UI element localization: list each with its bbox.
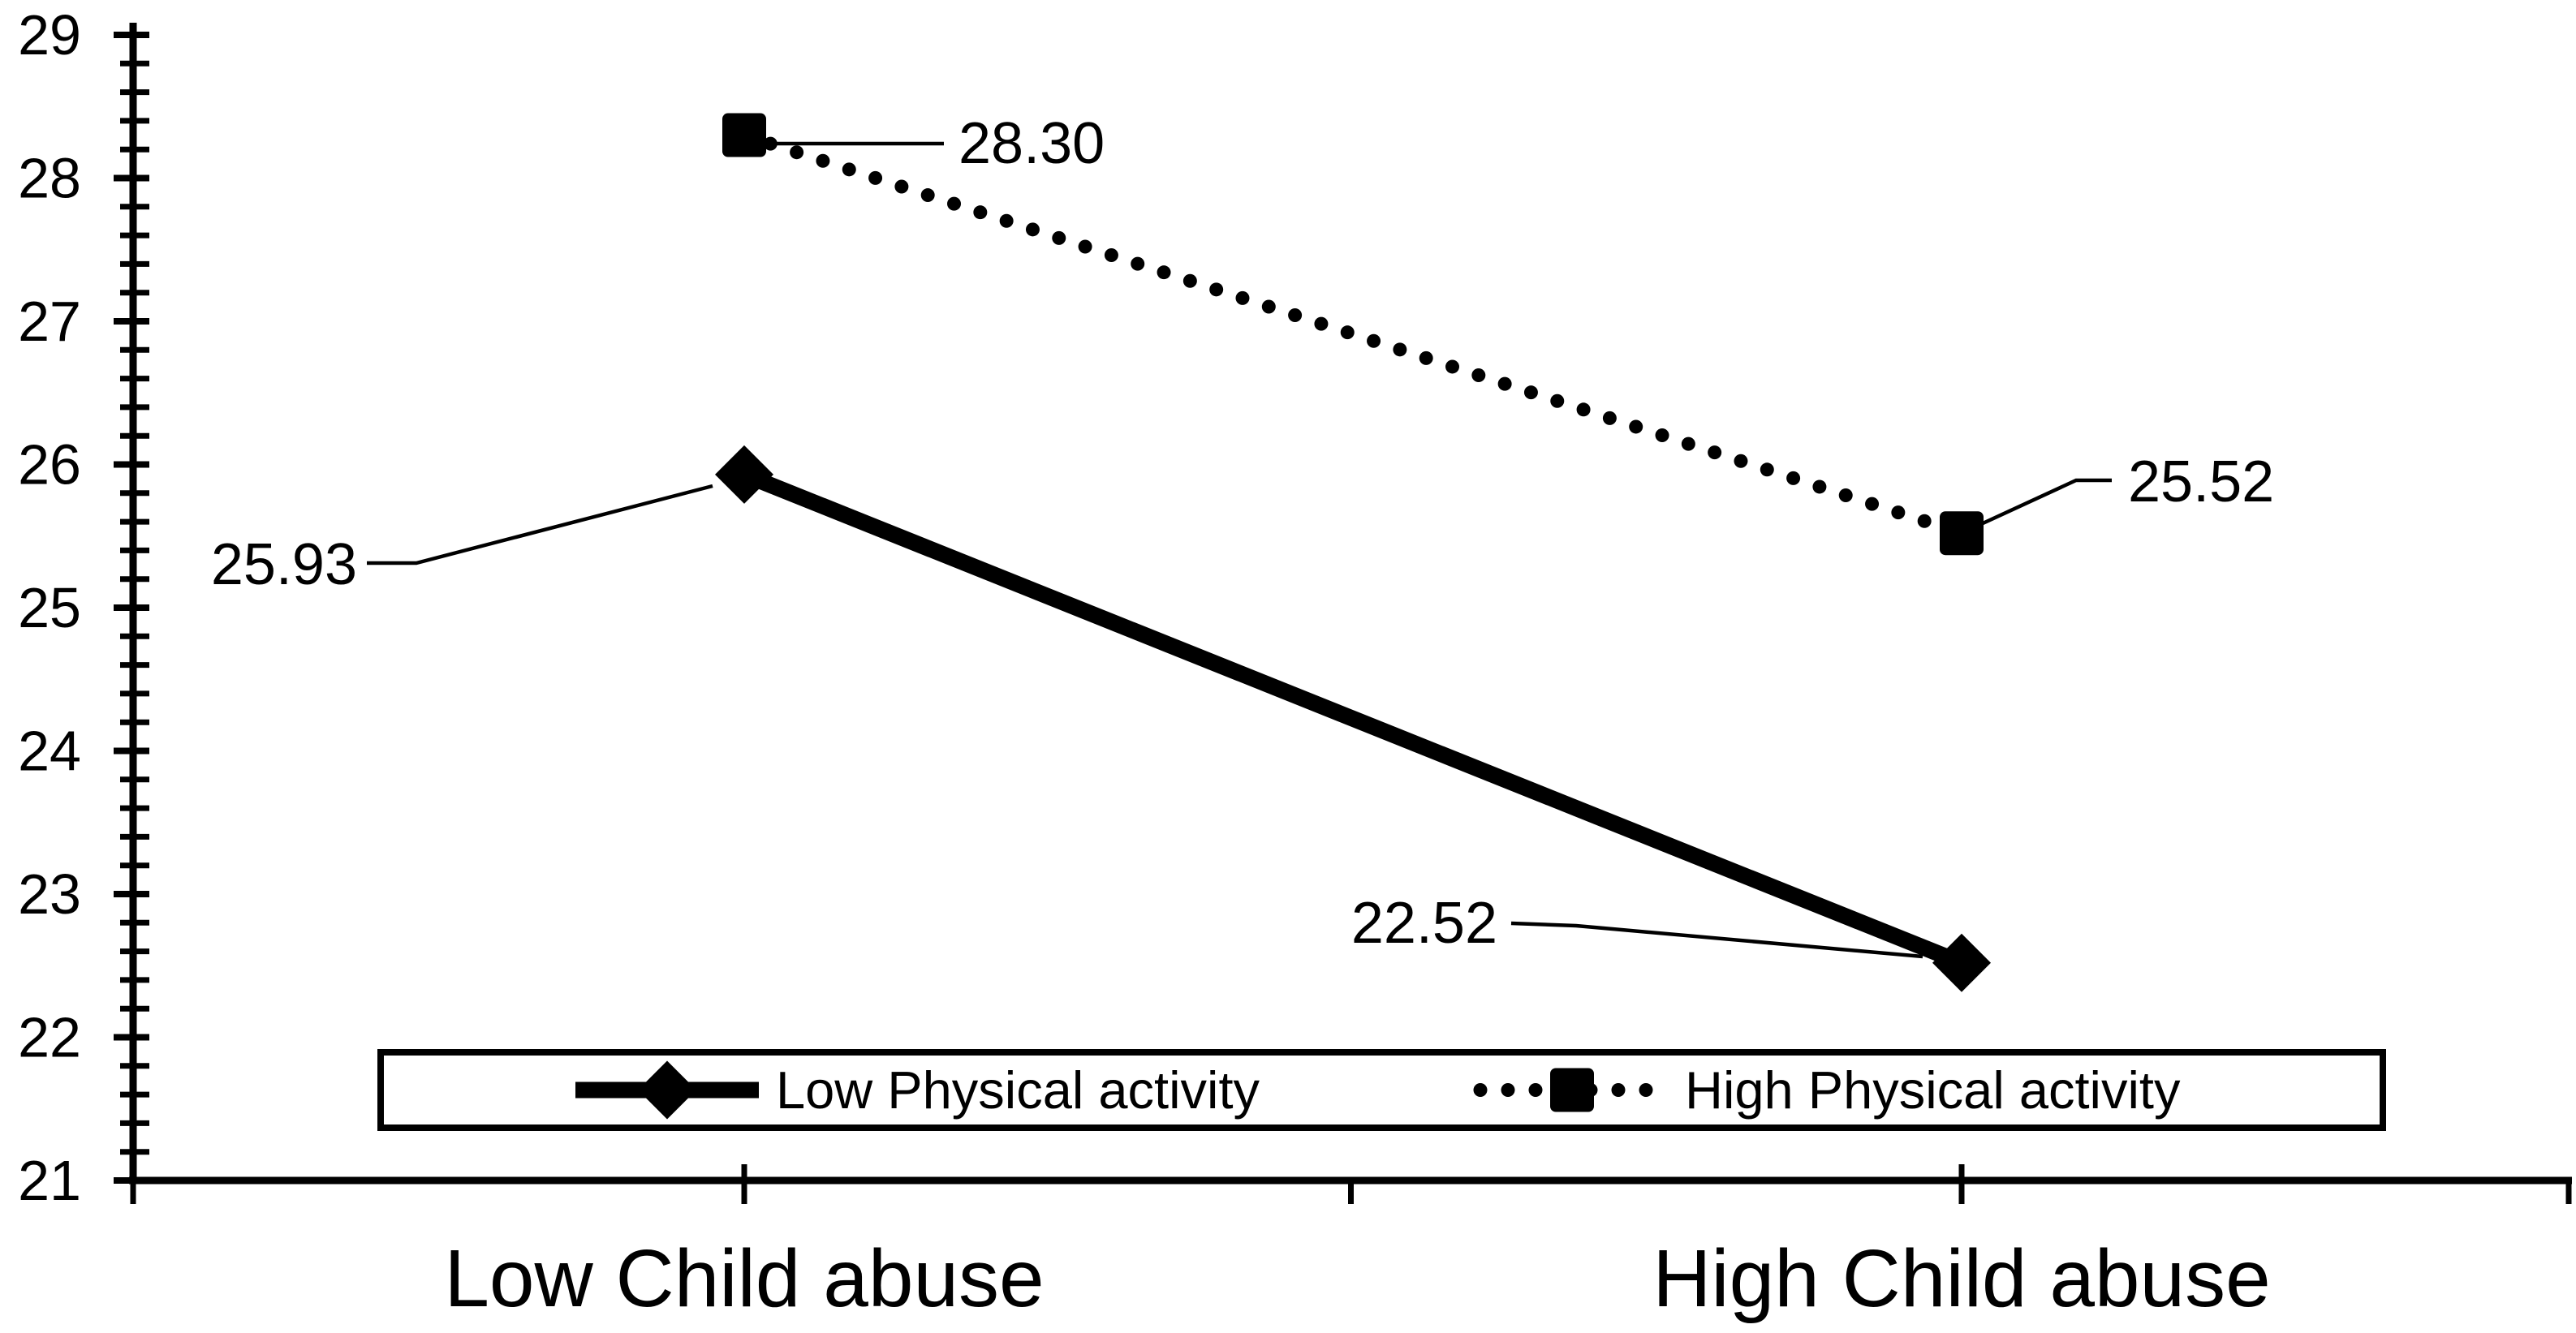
legend-diamond-marker <box>638 1060 696 1120</box>
x-category-label: Low Child abuse <box>444 1233 1044 1324</box>
legend-label-low-physical-activity: Low Physical activity <box>776 1060 1260 1120</box>
y-tick-label: 23 <box>18 862 81 926</box>
y-tick-label: 26 <box>18 433 81 497</box>
diamond-marker <box>715 445 773 504</box>
data-label-leader-line <box>1980 478 2112 527</box>
diamond-marker <box>1932 933 1991 992</box>
y-tick-label: 25 <box>18 576 81 639</box>
y-tick-label: 28 <box>18 147 81 210</box>
legend-label-high-physical-activity: High Physical activity <box>1685 1060 2181 1120</box>
data-label: 25.93 <box>211 532 357 597</box>
data-label: 28.30 <box>958 111 1105 176</box>
y-tick-label: 27 <box>18 290 81 353</box>
series-line-high-physical-activity <box>737 128 1969 540</box>
y-tick-label: 24 <box>18 720 81 783</box>
data-label-leader-line <box>1510 921 1923 959</box>
y-tick-label: 22 <box>18 1006 81 1069</box>
y-tick-label: 21 <box>18 1149 81 1212</box>
legend-square-marker <box>1550 1068 1594 1112</box>
data-label: 25.52 <box>2128 449 2274 514</box>
square-marker <box>722 113 766 157</box>
x-category-label: High Child abuse <box>1652 1233 2271 1324</box>
y-tick-label: 29 <box>18 3 81 67</box>
data-label: 22.52 <box>1351 891 1497 956</box>
square-marker <box>1940 511 1984 556</box>
data-label-leader-line <box>367 484 713 565</box>
series-line-low-physical-activity <box>741 467 1965 971</box>
